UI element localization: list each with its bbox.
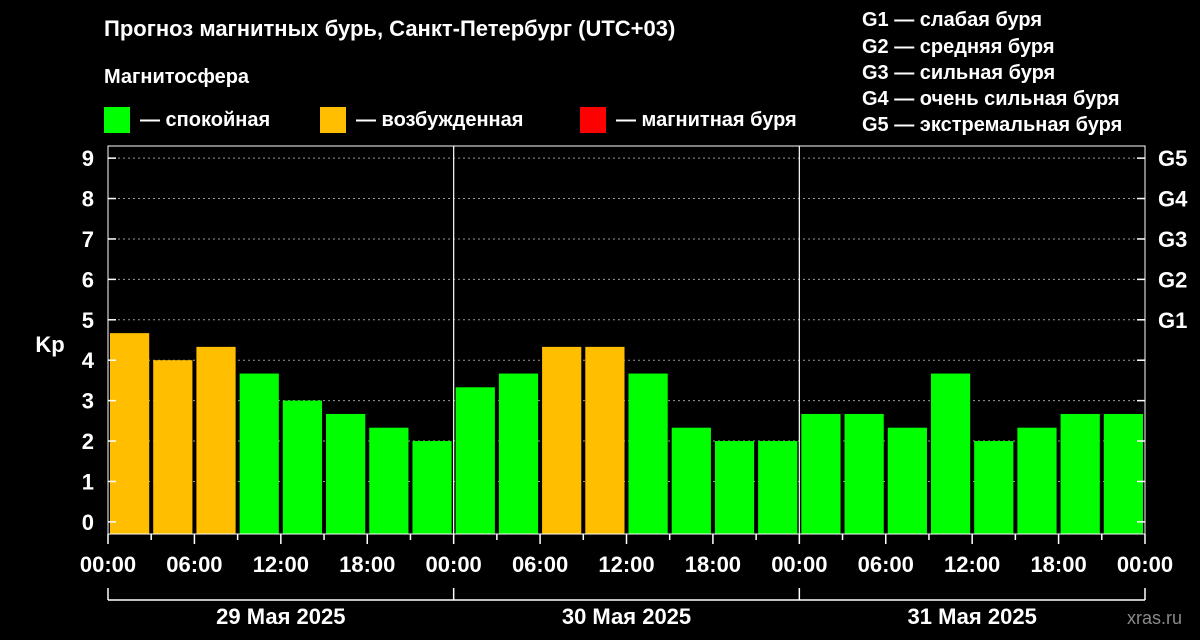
- x-tick-label: 12:00: [253, 552, 309, 577]
- g-legend-item: G1 — слабая буря: [862, 9, 1043, 31]
- kp-bar: [455, 387, 495, 534]
- x-tick-label: 06:00: [512, 552, 568, 577]
- kp-bar: [412, 441, 452, 534]
- kp-bar: [110, 333, 150, 534]
- x-tick-label: 00:00: [771, 552, 827, 577]
- day-label: 31 Мая 2025: [908, 604, 1037, 629]
- legend-title: Магнитосфера: [104, 66, 250, 88]
- y-tick-label: 8: [82, 187, 94, 212]
- legend-swatch-quiet: [104, 107, 130, 133]
- x-tick-label: 00:00: [426, 552, 482, 577]
- y2-tick-label: G3: [1158, 227, 1187, 252]
- x-tick-label: 00:00: [80, 552, 136, 577]
- y-tick-label: 3: [82, 389, 94, 414]
- kp-bar: [974, 441, 1014, 534]
- x-tick-label: 18:00: [1030, 552, 1086, 577]
- g-legend-item: G2 — средняя буря: [862, 36, 1055, 58]
- kp-bar: [887, 427, 927, 534]
- kp-bar: [196, 346, 236, 534]
- kp-bar: [542, 346, 582, 534]
- y-tick-label: 5: [82, 308, 94, 333]
- legend-label-quiet: — спокойная: [140, 109, 271, 131]
- kp-bar: [1017, 427, 1057, 534]
- x-tick-label: 18:00: [685, 552, 741, 577]
- kp-bar: [369, 427, 409, 534]
- x-tick-label: 06:00: [858, 552, 914, 577]
- day-label: 30 Мая 2025: [562, 604, 691, 629]
- legend-label-excited: — возбужденная: [356, 109, 524, 131]
- kp-bar: [801, 413, 841, 534]
- axes: 0 1 2 3 4 5 6 7 8 9 G1 G2 G3 G4 G5 00:00 06:00 12:00 18:00…: [80, 145, 1188, 629]
- kp-bar: [498, 373, 539, 534]
- g-legend-item: G4 — очень сильная буря: [862, 88, 1120, 110]
- y-tick-label: 4: [82, 348, 95, 373]
- g-legend-item: G3 — сильная буря: [862, 62, 1056, 84]
- x-tick-label: 06:00: [166, 552, 222, 577]
- y-tick-label: 7: [82, 227, 94, 252]
- y-tick-label: 0: [82, 510, 94, 535]
- x-tick-label: 12:00: [944, 552, 1000, 577]
- day-label: 29 Мая 2025: [216, 604, 345, 629]
- legend-swatch-excited: [320, 107, 346, 133]
- y2-tick-label: G2: [1158, 267, 1187, 292]
- x-tick-label: 00:00: [1117, 552, 1173, 577]
- legend-swatch-storm: [580, 107, 606, 133]
- watermark: xras.ru: [1126, 608, 1182, 628]
- x-tick-label: 12:00: [598, 552, 654, 577]
- kp-bar: [153, 360, 193, 534]
- y2-tick-label: G1: [1158, 308, 1187, 333]
- kp-bar: [628, 373, 668, 534]
- y2-tick-label: G4: [1158, 187, 1188, 212]
- y-axis-label: Kp: [35, 332, 64, 357]
- legend-label-storm: — магнитная буря: [616, 109, 797, 131]
- y2-tick-label: G5: [1158, 146, 1187, 171]
- y-tick-label: 6: [82, 267, 94, 292]
- kp-bar: [1060, 413, 1100, 534]
- kp-bar: [714, 441, 755, 534]
- kp-bar: [282, 400, 323, 534]
- kp-bar: [239, 373, 279, 534]
- bars: [110, 333, 1143, 534]
- kp-bar: [671, 427, 711, 534]
- kp-bar: [758, 441, 798, 534]
- kp-bar: [326, 413, 366, 534]
- kp-bar: [930, 373, 971, 534]
- y-tick-label: 1: [82, 469, 94, 494]
- kp-bar: [844, 413, 884, 534]
- y-tick-label: 2: [82, 429, 94, 454]
- x-tick-label: 18:00: [339, 552, 395, 577]
- y-tick-label: 9: [82, 146, 94, 171]
- kp-bar: [1103, 413, 1143, 534]
- kp-bar: [585, 346, 625, 534]
- g-legend-item: G5 — экстремальная буря: [862, 114, 1123, 136]
- chart-title: Прогноз магнитных бурь, Санкт-Петербург …: [104, 16, 676, 41]
